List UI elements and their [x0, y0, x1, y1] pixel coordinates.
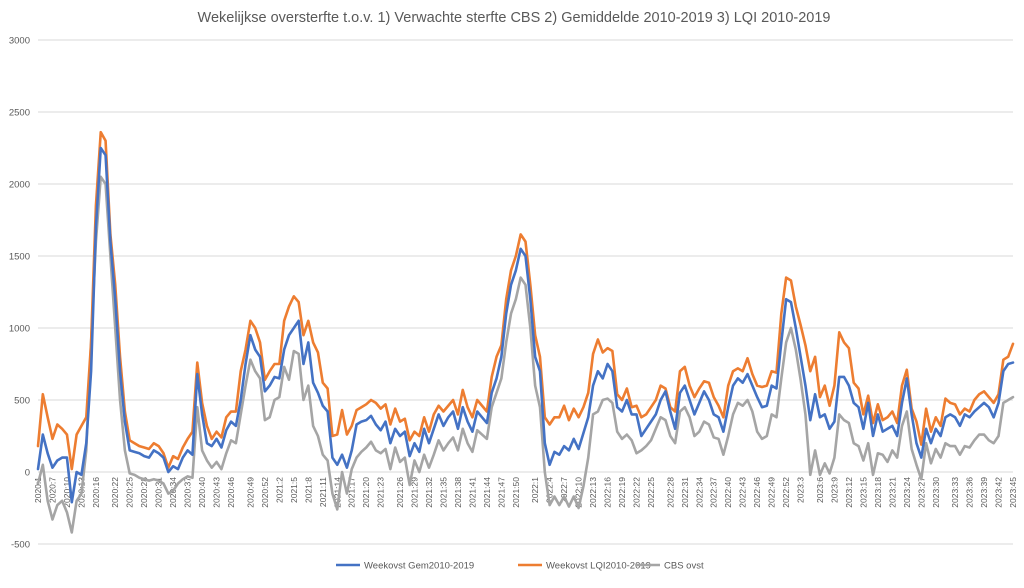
x-tick-label: 2020:22: [110, 477, 120, 508]
x-tick-label: 2023:42: [994, 477, 1004, 508]
series-lines: [36, 130, 1015, 534]
x-tick-label: 2020:52: [260, 477, 270, 508]
x-tick-label: 2020:10: [62, 477, 72, 508]
x-tick-label: 2020:40: [197, 477, 207, 508]
y-tick-label: 1000: [9, 324, 30, 335]
y-tick-label: 2000: [9, 180, 30, 191]
y-tick-label: 1500: [9, 252, 30, 263]
x-tick-label: 2022:40: [723, 477, 733, 508]
x-tick-label: 2022:52: [781, 477, 791, 508]
legend-label: CBS ovst: [664, 561, 704, 572]
x-tick-label: 2022:31: [680, 477, 690, 508]
x-tick-label: 2023:33: [950, 477, 960, 508]
y-tick-label: 3000: [9, 36, 30, 47]
x-tick-label: 2021:35: [438, 477, 448, 508]
x-tick-label: 2023:39: [979, 477, 989, 508]
chart-title: Wekelijkse oversterfte t.o.v. 1) Verwach…: [198, 10, 831, 26]
x-tick-label: 2023:12: [844, 477, 854, 508]
x-tick-label: 2022:4: [545, 477, 555, 503]
x-tick-label: 2023:30: [931, 477, 941, 508]
x-tick-label: 2022:25: [646, 477, 656, 508]
x-tick-label: 2021:29: [409, 477, 419, 508]
x-tick-label: 2021:5: [289, 477, 299, 503]
x-tick-label: 2021:41: [467, 477, 477, 508]
x-tick-label: 2020:16: [91, 477, 101, 508]
x-tick-label: 2021:20: [361, 477, 371, 508]
x-tick-label: 2020:7: [47, 477, 57, 503]
legend-label: Weekovst LQI2010-2019: [546, 561, 651, 572]
x-tick-label: 2022:37: [709, 477, 719, 508]
x-tick-label: 2023:27: [916, 477, 926, 508]
y-tick-label: -500: [11, 540, 30, 551]
x-tick-label: 2022:10: [574, 477, 584, 508]
x-tick-label: 2022:13: [588, 477, 598, 508]
x-tick-label: 2022:28: [665, 477, 675, 508]
x-tick-label: 2021:47: [496, 477, 506, 508]
x-tick-label: 2023:36: [965, 477, 975, 508]
x-tick-label: 2021:2: [274, 477, 284, 503]
x-tick-label: 2023:15: [858, 477, 868, 508]
x-axis-ticks: 2020:1 2020:7 2020:10 2020:13 2020:16 2020:22…: [33, 477, 1018, 508]
x-tick-label: 2021:23: [376, 477, 386, 508]
x-tick-label: 2022:43: [738, 477, 748, 508]
x-tick-label: 2021:14: [332, 477, 342, 508]
x-tick-label: 2023:9: [829, 477, 839, 503]
x-tick-label: 2021:32: [424, 477, 434, 508]
x-tick-label: 2023:18: [873, 477, 883, 508]
x-tick-label: 2022:34: [694, 477, 704, 508]
series-line-1: [36, 146, 1015, 504]
x-tick-label: 2020:37: [183, 477, 193, 508]
x-tick-label: 2020:31: [154, 477, 164, 508]
x-tick-label: 2023:24: [902, 477, 912, 508]
x-tick-label: 2021:50: [511, 477, 521, 508]
x-tick-label: 2022:49: [767, 477, 777, 508]
x-tick-label: 2021:26: [395, 477, 405, 508]
x-tick-label: 2021:8: [303, 477, 313, 503]
x-tick-label: 2020:25: [125, 477, 135, 508]
x-tick-label: 2020:46: [226, 477, 236, 508]
x-tick-label: 2020:43: [212, 477, 222, 508]
x-tick-label: 2022:16: [603, 477, 613, 508]
x-tick-label: 2022:19: [617, 477, 627, 508]
series-line-2: [36, 130, 1015, 471]
x-tick-label: 2022:46: [752, 477, 762, 508]
x-tick-label: 2022:22: [632, 477, 642, 508]
x-tick-label: 2020:1: [33, 477, 43, 503]
x-tick-label: 2023:21: [887, 477, 897, 508]
legend-label: Weekovst Gem2010-2019: [364, 561, 474, 572]
x-tick-label: 2021:38: [453, 477, 463, 508]
x-tick-label: 2022:1: [530, 477, 540, 503]
series-line-3: [36, 175, 1015, 534]
x-tick-label: 2020:28: [139, 477, 149, 508]
x-tick-label: 2021:17: [347, 477, 357, 508]
y-axis-ticks: -500 0 500 1000 1500 2000 2500 3000: [9, 36, 30, 551]
x-tick-label: 2021:11: [318, 477, 328, 507]
x-tick-label: 2023:45: [1008, 477, 1018, 508]
x-tick-label: 2020:34: [168, 477, 178, 508]
x-tick-label: 2021:44: [482, 477, 492, 508]
y-tick-label: 500: [14, 396, 30, 407]
y-tick-label: 2500: [9, 108, 30, 119]
x-tick-label: 2020:49: [245, 477, 255, 508]
x-tick-label: 2023:3: [796, 477, 806, 503]
x-tick-label: 2022:7: [559, 477, 569, 503]
legend: Weekovst Gem2010-2019 Weekovst LQI2010-20…: [336, 561, 704, 572]
x-tick-label: 2023:6: [815, 477, 825, 503]
y-tick-label: 0: [25, 468, 30, 479]
